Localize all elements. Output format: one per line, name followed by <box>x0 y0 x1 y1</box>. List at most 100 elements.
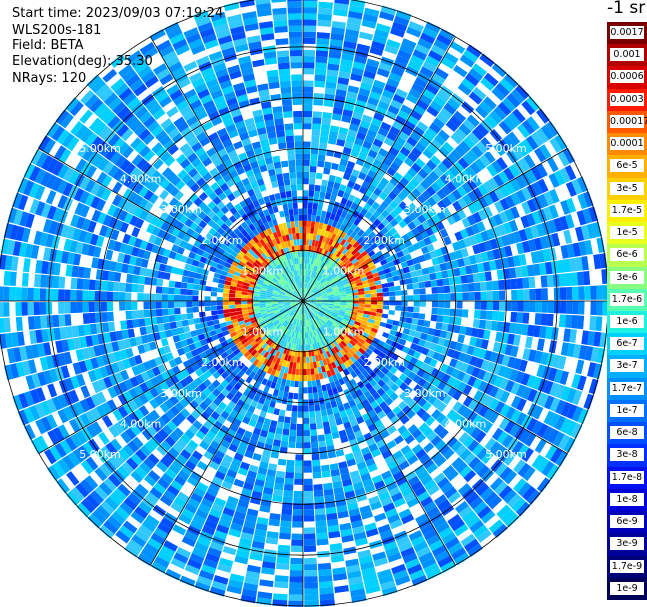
scan-cell <box>395 305 402 311</box>
scan-cell <box>436 315 444 323</box>
scan-cell <box>332 263 339 270</box>
scan-cell <box>340 320 348 326</box>
scan-cell <box>500 508 516 524</box>
scan-cell <box>348 331 356 338</box>
scan-cell <box>307 386 313 394</box>
scan-cell <box>372 323 380 330</box>
scan-cell <box>368 214 377 223</box>
scan-cell <box>346 293 353 297</box>
scan-cell <box>326 289 333 294</box>
scan-cell <box>418 281 426 289</box>
scan-cell <box>113 281 120 292</box>
scan-cell <box>524 336 533 349</box>
scan-cell <box>366 274 374 280</box>
scan-cell <box>163 272 171 280</box>
scan-cell <box>344 344 352 352</box>
scan-cell <box>304 269 307 276</box>
scan-cell <box>544 444 558 460</box>
scan-cell <box>289 380 295 387</box>
scan-cell <box>407 152 419 163</box>
scan-cell <box>356 329 364 335</box>
scan-cell <box>187 318 195 326</box>
scan-cell <box>530 362 540 376</box>
scan-cell <box>476 82 491 96</box>
scan-cell <box>486 310 493 321</box>
scan-cell <box>345 307 353 312</box>
scan-cell <box>482 371 492 383</box>
scan-cell <box>428 234 438 243</box>
scan-cell <box>363 70 376 80</box>
scan-cell <box>323 217 330 225</box>
scan-cell <box>276 464 286 472</box>
scan-cell <box>303 238 306 246</box>
scan-cell <box>443 448 455 460</box>
scan-cell <box>377 17 393 27</box>
scan-cell <box>410 413 421 424</box>
scan-cell <box>552 431 565 447</box>
scan-cell <box>498 211 509 224</box>
scan-cell <box>467 474 481 487</box>
scan-cell <box>446 376 457 387</box>
scan-cell <box>442 315 450 324</box>
scan-cell <box>536 250 545 263</box>
scan-cell <box>344 140 354 149</box>
scan-cell <box>216 296 223 301</box>
scan-cell <box>478 272 486 282</box>
scan-cell <box>404 272 412 279</box>
scan-cell <box>474 291 481 301</box>
scan-cell <box>315 304 322 307</box>
scan-cell <box>186 307 193 314</box>
scan-cell <box>234 294 242 298</box>
scan-cell <box>308 305 313 311</box>
scan-cell <box>546 313 554 327</box>
scan-cell <box>353 183 362 192</box>
scan-cell <box>479 281 487 291</box>
scan-cell <box>328 260 335 267</box>
scan-cell <box>334 297 341 300</box>
scan-cell <box>411 276 419 284</box>
scan-cell <box>333 293 341 296</box>
scan-cell <box>314 184 321 192</box>
scan-cell <box>408 389 418 400</box>
scan-cell <box>449 424 461 436</box>
scan-cell <box>327 307 334 311</box>
scan-cell <box>315 315 321 321</box>
scan-cell <box>309 297 316 300</box>
scan-cell <box>543 380 554 395</box>
scan-cell <box>512 108 526 123</box>
scan-cell <box>292 515 303 522</box>
scan-cell <box>375 312 383 318</box>
scan-cell <box>389 126 401 136</box>
scan-cell <box>353 163 363 172</box>
scan-cell <box>131 292 138 301</box>
scan-cell <box>210 301 217 306</box>
scan-cell <box>307 374 312 382</box>
scan-cell <box>333 248 340 256</box>
scan-cell <box>468 292 475 301</box>
scan-cell <box>340 340 347 347</box>
scan-cell <box>524 361 534 374</box>
scan-cell <box>298 344 301 351</box>
scan-cell <box>315 178 322 186</box>
scan-cell <box>397 364 407 373</box>
scan-cell <box>483 408 495 421</box>
scan-cell <box>411 188 422 198</box>
scan-cell <box>313 227 319 235</box>
scan-cell <box>354 368 362 376</box>
scan-cell <box>393 348 402 357</box>
scan-cell <box>431 409 442 420</box>
scan-cell <box>15 287 22 301</box>
scan-cell <box>312 208 318 216</box>
scan-cell <box>335 267 342 274</box>
scan-cell <box>539 351 549 365</box>
scan-cell <box>367 334 375 341</box>
scan-cell <box>369 311 377 317</box>
scan-cell <box>454 87 468 101</box>
scan-cell <box>559 167 571 183</box>
scan-cell <box>437 337 446 346</box>
scan-cell <box>340 302 347 306</box>
scan-cell <box>388 286 395 292</box>
scan-cell <box>241 304 248 308</box>
scan-cell <box>306 356 310 363</box>
scan-cell <box>340 210 348 219</box>
